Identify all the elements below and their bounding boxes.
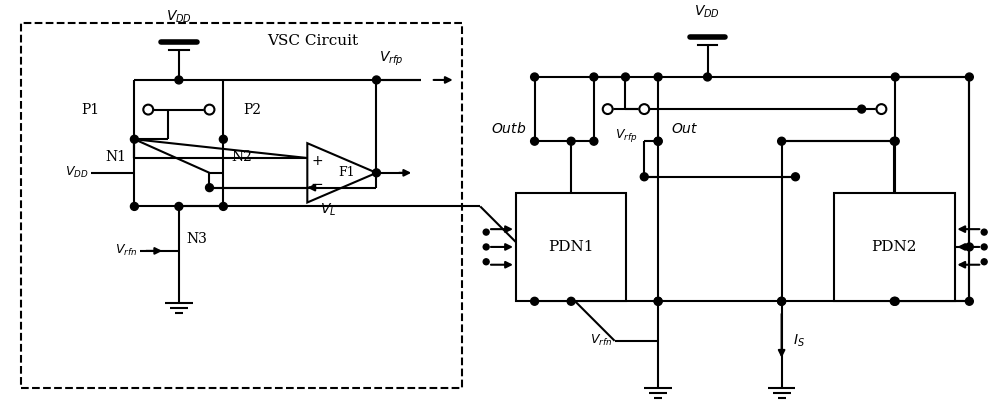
Text: $V_{rfn}$: $V_{rfn}$ [590,333,613,348]
Circle shape [704,73,711,81]
Circle shape [891,137,899,145]
Circle shape [965,243,973,251]
Circle shape [130,202,138,211]
Circle shape [567,137,575,145]
Circle shape [640,173,648,181]
Text: $I_S$: $I_S$ [793,333,805,349]
Circle shape [143,104,153,115]
Circle shape [654,137,662,145]
Text: $Out$: $Out$ [671,122,699,136]
Text: $V_{DD}$: $V_{DD}$ [166,8,192,24]
Circle shape [590,137,598,145]
Circle shape [965,297,973,305]
Circle shape [483,229,489,235]
Circle shape [891,73,899,81]
Circle shape [654,297,662,305]
Text: VSC Circuit: VSC Circuit [267,35,358,49]
Circle shape [981,259,987,265]
Circle shape [590,73,598,81]
Text: $V_{rfp}$: $V_{rfp}$ [379,50,404,68]
Circle shape [206,184,213,192]
Circle shape [890,297,898,305]
Text: $V_{rfn}$: $V_{rfn}$ [115,243,137,258]
Circle shape [175,202,183,211]
Text: +: + [311,154,323,168]
Text: $Outb$: $Outb$ [491,121,527,136]
Circle shape [622,73,629,81]
Circle shape [639,104,649,114]
Text: $V_{rfp}$: $V_{rfp}$ [615,127,637,144]
Circle shape [373,169,380,177]
Text: PDN1: PDN1 [548,240,594,254]
Circle shape [531,137,539,145]
Text: $V_{DD}$: $V_{DD}$ [65,165,89,180]
Circle shape [130,135,138,143]
Circle shape [205,104,214,115]
Bar [834,193,955,301]
Text: P2: P2 [243,102,261,117]
Circle shape [483,244,489,250]
Circle shape [531,73,539,81]
Circle shape [567,297,575,305]
Circle shape [219,135,227,143]
Circle shape [778,297,786,305]
Text: $V_{DD}$: $V_{DD}$ [694,3,721,20]
Circle shape [219,202,227,211]
Circle shape [778,297,786,305]
Circle shape [531,297,539,305]
Circle shape [981,244,987,250]
Circle shape [981,229,987,235]
Text: N3: N3 [187,232,208,246]
Circle shape [654,297,662,305]
Text: F1: F1 [339,166,355,180]
Text: P1: P1 [82,102,100,117]
Text: −: − [311,177,324,192]
Bar [516,193,626,301]
Circle shape [891,297,899,305]
Circle shape [175,76,183,84]
Text: PDN2: PDN2 [872,240,917,254]
Bar [21,22,462,388]
Circle shape [890,137,898,145]
Circle shape [603,104,613,114]
Text: $V_L$: $V_L$ [320,202,336,218]
Text: N1: N1 [105,150,126,164]
Circle shape [483,259,489,265]
Circle shape [654,137,662,145]
Circle shape [791,173,799,181]
Circle shape [858,105,866,113]
Circle shape [965,73,973,81]
Text: N2: N2 [231,150,252,164]
Circle shape [778,137,786,145]
Circle shape [373,76,380,84]
Circle shape [876,104,886,114]
Circle shape [654,73,662,81]
